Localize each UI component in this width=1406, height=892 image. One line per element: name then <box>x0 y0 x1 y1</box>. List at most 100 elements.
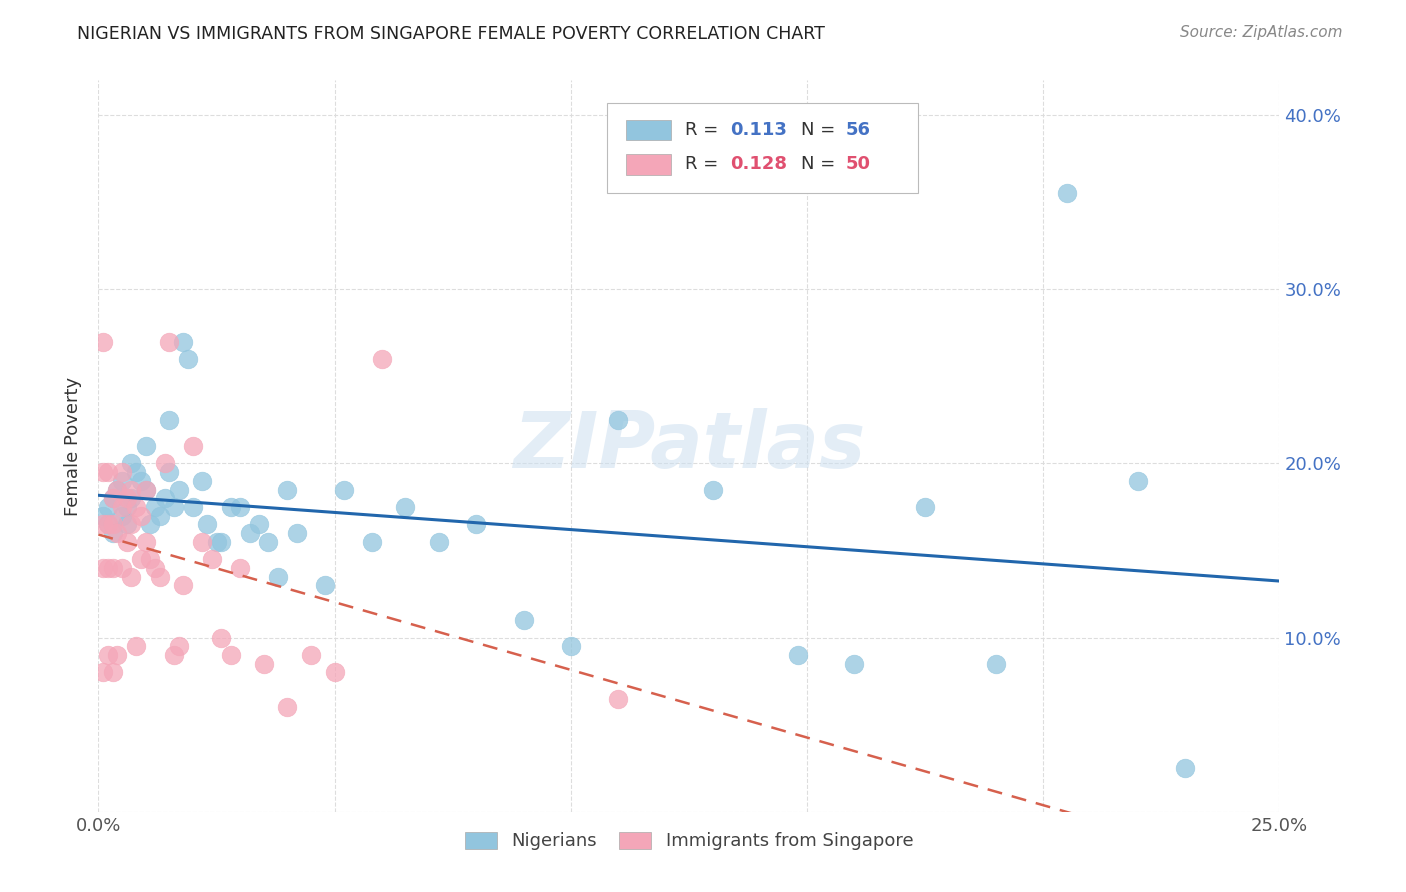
Point <box>191 474 214 488</box>
Point <box>149 508 172 523</box>
Point <box>191 534 214 549</box>
Point <box>97 517 120 532</box>
Point <box>91 561 114 575</box>
Text: NIGERIAN VS IMMIGRANTS FROM SINGAPORE FEMALE POVERTY CORRELATION CHART: NIGERIAN VS IMMIGRANTS FROM SINGAPORE FE… <box>77 25 825 43</box>
Point <box>101 517 124 532</box>
Point <box>844 657 866 671</box>
Point <box>135 439 157 453</box>
Point <box>97 500 120 514</box>
Point <box>702 483 724 497</box>
Point <box>105 483 128 497</box>
Point <box>111 474 134 488</box>
Point <box>111 500 134 514</box>
Point <box>121 517 143 532</box>
Point <box>394 500 416 514</box>
Point <box>314 578 336 592</box>
Point <box>105 648 128 662</box>
Point <box>101 491 124 506</box>
FancyBboxPatch shape <box>626 154 671 175</box>
Point <box>121 457 143 471</box>
Point <box>195 517 218 532</box>
Point <box>276 483 298 497</box>
Point <box>129 508 152 523</box>
Point <box>333 483 356 497</box>
Text: 0.128: 0.128 <box>730 155 787 173</box>
Point <box>149 569 172 583</box>
Text: 56: 56 <box>846 121 872 139</box>
Text: Source: ZipAtlas.com: Source: ZipAtlas.com <box>1180 25 1343 40</box>
Point <box>299 648 322 662</box>
Point <box>181 439 204 453</box>
Point <box>125 500 148 514</box>
Point <box>121 569 143 583</box>
Point <box>125 465 148 479</box>
Point <box>91 508 114 523</box>
Point <box>512 613 534 627</box>
Point <box>101 526 124 541</box>
Point <box>914 500 936 514</box>
Text: ZIPatlas: ZIPatlas <box>513 408 865 484</box>
Point <box>172 578 194 592</box>
Text: 0.113: 0.113 <box>730 121 787 139</box>
Point <box>115 534 138 549</box>
Point <box>229 500 252 514</box>
Point <box>129 552 152 566</box>
Point <box>105 526 128 541</box>
Point <box>209 631 232 645</box>
Point <box>125 640 148 654</box>
Point <box>115 517 138 532</box>
Point <box>607 413 630 427</box>
Point <box>143 561 166 575</box>
Text: N =: N = <box>801 121 841 139</box>
Point <box>276 700 298 714</box>
Point <box>97 517 120 532</box>
Point <box>219 500 242 514</box>
Point <box>115 491 138 506</box>
Point <box>181 500 204 514</box>
Point <box>427 534 450 549</box>
Point <box>1056 186 1078 201</box>
Point <box>111 508 134 523</box>
Text: R =: R = <box>685 121 724 139</box>
Point <box>91 665 114 680</box>
Point <box>97 648 120 662</box>
Point <box>285 526 308 541</box>
Point <box>121 491 143 506</box>
Point <box>323 665 346 680</box>
Point <box>111 465 134 479</box>
Point <box>91 465 114 479</box>
Point <box>361 534 384 549</box>
Point <box>101 665 124 680</box>
Point <box>607 691 630 706</box>
Point <box>139 517 162 532</box>
Point <box>229 561 252 575</box>
Point <box>253 657 276 671</box>
Point <box>139 552 162 566</box>
Point <box>1174 761 1197 775</box>
Point <box>167 483 190 497</box>
Point <box>153 491 176 506</box>
Text: N =: N = <box>801 155 841 173</box>
Point <box>371 351 394 366</box>
Point <box>267 569 290 583</box>
Point <box>101 491 124 506</box>
Point <box>97 561 120 575</box>
Point <box>172 334 194 349</box>
Text: 50: 50 <box>846 155 872 173</box>
Point <box>157 413 180 427</box>
Point <box>143 500 166 514</box>
Point <box>205 534 228 549</box>
Point <box>121 483 143 497</box>
Point <box>201 552 224 566</box>
Point <box>135 483 157 497</box>
Point <box>560 640 582 654</box>
Y-axis label: Female Poverty: Female Poverty <box>65 376 83 516</box>
Point <box>984 657 1007 671</box>
Point <box>135 483 157 497</box>
Point <box>247 517 270 532</box>
Point <box>257 534 280 549</box>
FancyBboxPatch shape <box>626 120 671 140</box>
Point <box>786 648 808 662</box>
Point <box>1126 474 1149 488</box>
Text: R =: R = <box>685 155 724 173</box>
